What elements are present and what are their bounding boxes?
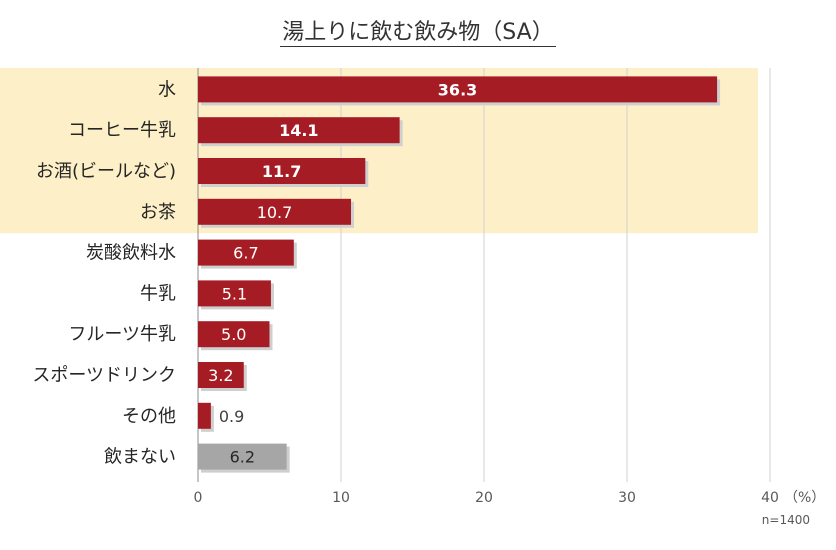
category-label: スポーツドリンク <box>32 365 176 386</box>
category-label: コーヒー牛乳 <box>68 120 176 141</box>
bar <box>198 280 271 307</box>
x-tick-label: 10 <box>332 490 350 506</box>
x-tick-label: 0 <box>194 490 203 506</box>
bar <box>198 117 400 144</box>
value-label: 5.1 <box>222 284 247 303</box>
value-label: 14.1 <box>279 121 318 140</box>
value-label: 3.2 <box>208 366 233 385</box>
category-label: 牛乳 <box>140 283 176 304</box>
bar <box>198 239 294 266</box>
bar <box>198 76 718 103</box>
bars <box>198 76 721 473</box>
category-label: お茶 <box>140 202 176 223</box>
value-label: 6.2 <box>230 448 255 467</box>
value-labels: 36.3 14.1 11.7 10.7 6.7 5.1 5.0 3.2 0.9 6.2 <box>208 80 477 466</box>
x-unit-label: （%） <box>784 490 825 506</box>
x-tick-label: 30 <box>618 490 636 506</box>
bar <box>198 198 352 225</box>
category-label: 水 <box>158 79 176 100</box>
x-tick-label: 40 <box>761 490 779 506</box>
chart-title: 湯上りに飲む飲み物（SA） <box>280 20 556 47</box>
bar <box>198 402 211 429</box>
value-label: 0.9 <box>219 407 244 426</box>
bar <box>198 158 366 184</box>
sample-size-note: n=1400 <box>762 513 810 527</box>
x-tick-labels: 0 10 20 30 40 <box>194 490 779 506</box>
value-label: 5.0 <box>221 325 246 344</box>
bar <box>198 321 270 348</box>
category-label: 炭酸飲料水 <box>86 243 176 264</box>
x-tick-label: 20 <box>475 490 493 506</box>
value-label: 11.7 <box>262 162 301 181</box>
bar <box>198 362 244 388</box>
value-label: 6.7 <box>233 244 258 263</box>
bar <box>198 443 287 470</box>
value-label: 10.7 <box>257 203 293 222</box>
category-label: フルーツ牛乳 <box>68 324 176 345</box>
value-label: 36.3 <box>438 80 477 99</box>
category-label: お酒(ビールなど) <box>36 161 176 182</box>
category-label: その他 <box>122 406 176 427</box>
category-label: 飲まない <box>104 447 176 468</box>
